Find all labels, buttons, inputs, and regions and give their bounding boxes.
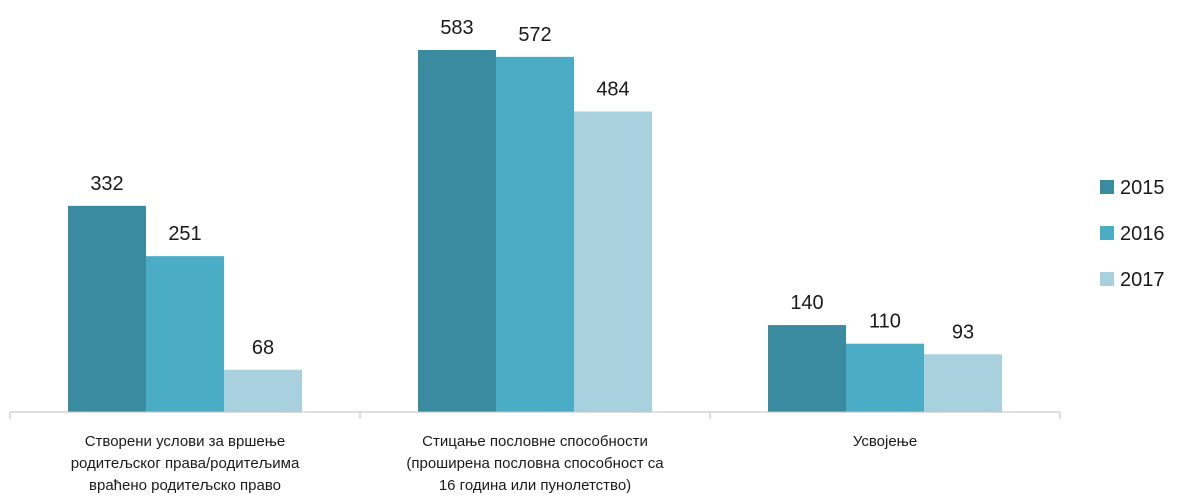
legend: 2015 2016 2017 bbox=[1100, 177, 1165, 291]
bar-2016-cat-1 bbox=[146, 256, 224, 412]
value-label-2017-cat-3: 93 bbox=[952, 321, 974, 343]
category-labels-group: Створени услови за вршење родитељског пра… bbox=[71, 433, 918, 494]
bar-2016-cat-3 bbox=[846, 343, 924, 412]
value-label-2015-cat-1: 332 bbox=[90, 173, 123, 195]
bar-2015-cat-2 bbox=[418, 50, 496, 412]
legend-swatch-2015 bbox=[1100, 180, 1114, 194]
legend-label-2017: 2017 bbox=[1120, 269, 1165, 291]
value-label-2017-cat-1: 68 bbox=[252, 337, 274, 359]
value-label-2016-cat-2: 572 bbox=[518, 24, 551, 46]
value-label-2016-cat-1: 251 bbox=[168, 223, 201, 245]
category-label-2: Стицање пословне способности (проширена п… bbox=[406, 433, 664, 494]
bar-2015-cat-1 bbox=[68, 205, 146, 412]
legend-label-2016: 2016 bbox=[1120, 223, 1165, 245]
legend-swatch-2016 bbox=[1100, 226, 1114, 240]
value-labels-group: 332 251 68 583 572 484 140 110 93 bbox=[90, 17, 974, 359]
bar-2016-cat-2 bbox=[496, 56, 574, 412]
bar-2017-cat-1 bbox=[224, 369, 302, 412]
bar-2017-cat-2 bbox=[574, 111, 652, 413]
value-label-2015-cat-2: 583 bbox=[440, 17, 473, 39]
bars-group bbox=[68, 50, 1002, 413]
legend-label-2015: 2015 bbox=[1120, 177, 1165, 199]
bar-2015-cat-3 bbox=[768, 325, 846, 412]
x-axis bbox=[9, 411, 1061, 419]
legend-swatch-2017 bbox=[1100, 272, 1114, 286]
value-label-2017-cat-2: 484 bbox=[596, 78, 629, 100]
value-label-2016-cat-3: 110 bbox=[869, 311, 901, 333]
category-label-1: Створени услови за вршење родитељског пра… bbox=[71, 433, 300, 494]
value-label-2015-cat-3: 140 bbox=[790, 292, 823, 314]
category-label-3: Усвојење bbox=[853, 433, 917, 450]
bar-2017-cat-3 bbox=[924, 354, 1002, 412]
